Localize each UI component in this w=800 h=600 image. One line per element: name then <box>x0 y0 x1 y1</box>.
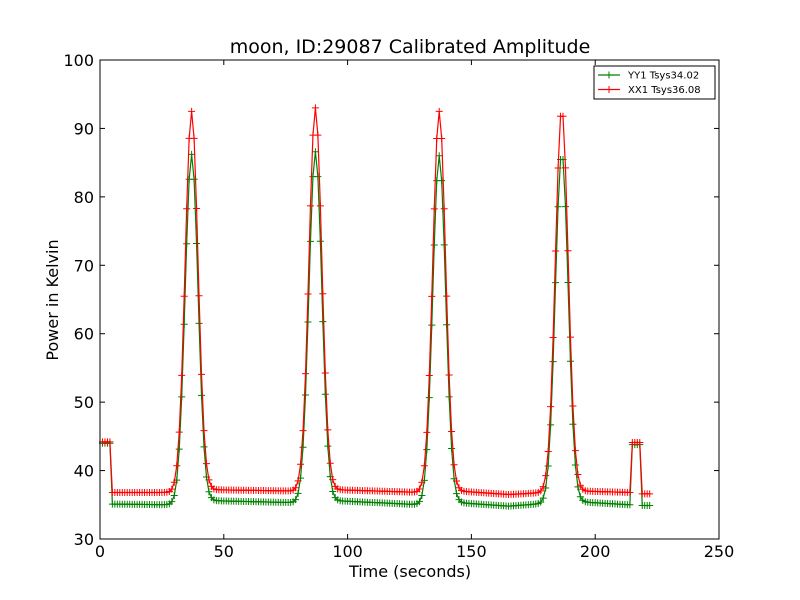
series-2-line <box>102 107 650 496</box>
x-tick-label: 200 <box>580 542 611 561</box>
x-tick-label: 250 <box>704 542 735 561</box>
y-tick-label: 80 <box>74 188 94 207</box>
x-tick-label: 0 <box>95 542 105 561</box>
x-axis-title: Time (seconds) <box>348 562 471 581</box>
series-1-line <box>102 151 650 507</box>
plot-frame <box>99 59 720 540</box>
legend-box <box>593 65 716 100</box>
y-tick-label: 70 <box>74 256 94 275</box>
axes-layer: 0 50 100 150 200 250 30 40 50 60 70 80 90 100 <box>63 51 734 561</box>
series-layer <box>98 104 654 510</box>
series-1 <box>98 148 654 510</box>
legend-label: XX1 Tsys36.08 <box>628 85 701 96</box>
y-axis-title: Power in Kelvin <box>43 239 62 360</box>
legend-label: YY1 Tsys34.02 <box>627 71 699 82</box>
legend-marker <box>605 71 613 79</box>
x-tick-label: 50 <box>214 542 234 561</box>
legend-marker <box>605 86 613 93</box>
legend-item: XX1 Tsys36.08 <box>598 85 701 96</box>
y-tick-label: 30 <box>74 530 94 549</box>
y-tick-label: 40 <box>74 462 94 481</box>
legend: YY1 Tsys34.02 XX1 Tsys36.08 <box>593 65 716 100</box>
chart-title: moon, ID:29087 Calibrated Amplitude <box>230 36 591 58</box>
x-tick-label: 100 <box>332 542 363 561</box>
series-2 <box>98 104 654 499</box>
x-tick-label: 150 <box>456 542 487 561</box>
y-tick-label: 50 <box>74 393 94 412</box>
y-tick-label: 90 <box>74 119 94 138</box>
legend-item: YY1 Tsys34.02 <box>598 71 699 82</box>
y-tick-label: 100 <box>63 51 94 70</box>
y-tick-label: 60 <box>74 325 94 344</box>
